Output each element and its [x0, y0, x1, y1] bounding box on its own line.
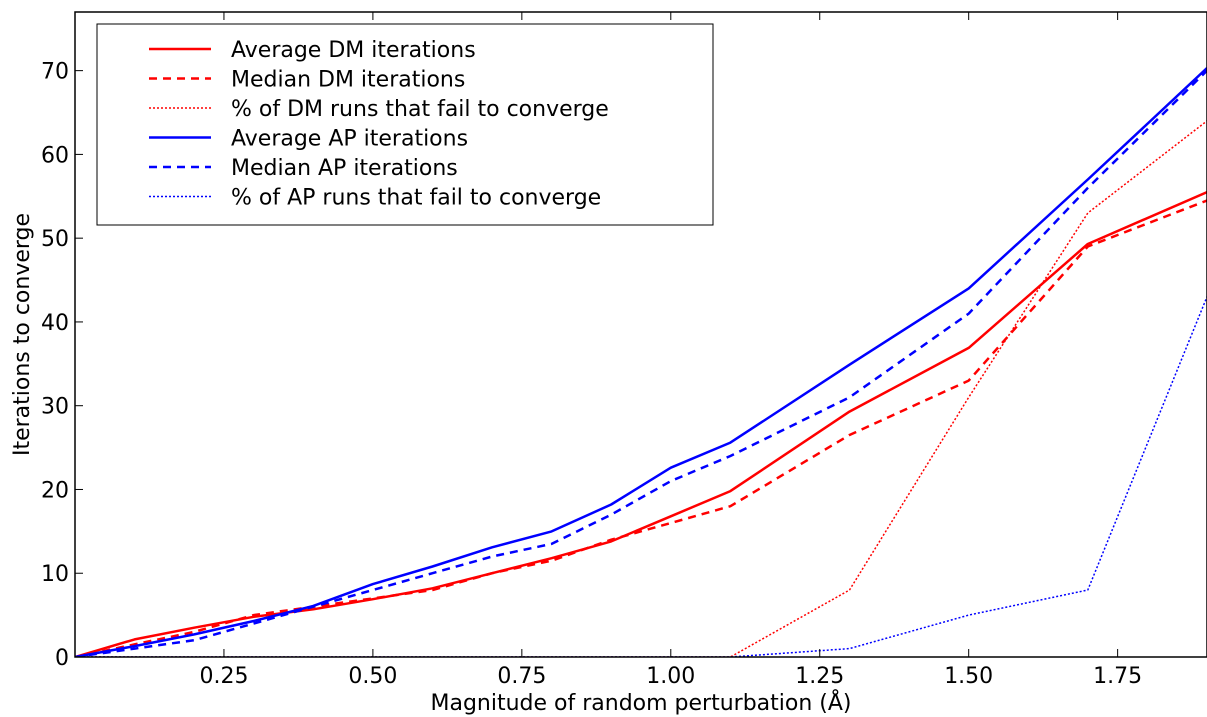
x-tick-label: 1.00 — [646, 664, 695, 689]
series-line-3 — [75, 120, 1207, 657]
legend-label-1: Average DM iterations — [231, 38, 476, 63]
axes-layer — [74, 11, 1207, 658]
y-tick-label: 0 — [55, 646, 69, 671]
x-tick-label: 1.75 — [1093, 664, 1142, 689]
legend-label-3: % of DM runs that fail to converge — [231, 97, 609, 122]
legend-entries: Average DM iterations Median DM iteration… — [149, 38, 609, 211]
x-tick-label: 1.50 — [944, 664, 993, 689]
series-line-4 — [75, 67, 1207, 657]
legend-box — [96, 23, 714, 226]
y-tick-label: 70 — [41, 60, 69, 85]
series-line-1 — [75, 190, 1207, 657]
y-tick-label: 50 — [41, 227, 69, 252]
legend-label-4: Average AP iterations — [231, 127, 468, 152]
x-tick-label: 0.25 — [199, 664, 248, 689]
series-layer — [75, 67, 1207, 657]
plot-frame — [74, 11, 1207, 658]
ticks-layer: 0.25 0.50 0.75 1.00 1.25 1.50 1.75 0 10 20 30 40 50 6… — [41, 12, 1142, 689]
series-line-2 — [75, 199, 1207, 657]
legend-label-6: % of AP runs that fail to converge — [231, 186, 601, 211]
legend-label-5: Median AP iterations — [231, 156, 458, 181]
y-tick-label: 60 — [41, 143, 69, 168]
x-tick-label: 0.50 — [348, 664, 397, 689]
y-axis-label: Iterations to converge — [10, 213, 35, 456]
y-tick-label: 20 — [41, 478, 69, 503]
legend: Average DM iterations Median DM iteration… — [96, 23, 714, 226]
y-tick-label: 40 — [41, 311, 69, 336]
x-axis-label: Magnitude of random perturbation (Å) — [430, 689, 851, 716]
y-tick-label: 10 — [41, 562, 69, 587]
x-tick-label: 0.75 — [497, 664, 546, 689]
series-line-6 — [75, 296, 1207, 657]
legend-label-2: Median DM iterations — [231, 68, 465, 93]
y-tick-label: 30 — [41, 395, 69, 420]
x-tick-label: 1.25 — [795, 664, 844, 689]
